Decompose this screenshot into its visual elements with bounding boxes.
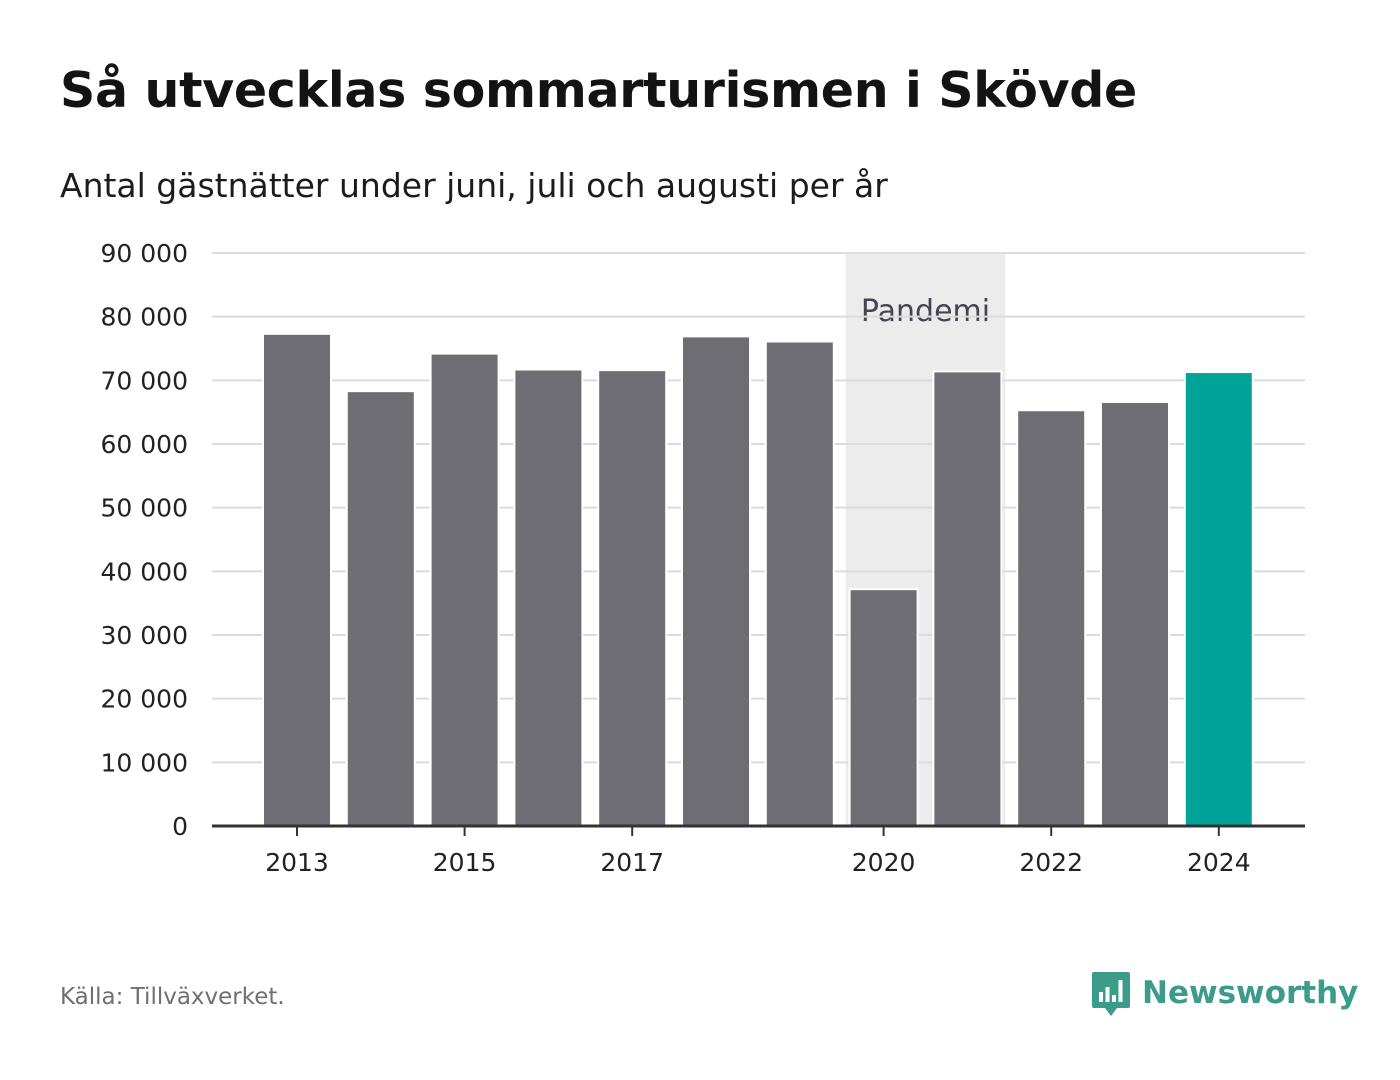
bar-chart: Pandemi 0 10 000 20 000 30 000 40 000 50 000 6… (101, 239, 1305, 877)
bar-2024 (1183, 371, 1254, 827)
x-tick-label: 2013 (265, 848, 329, 877)
x-tick-label: 2022 (1019, 848, 1083, 877)
bar-2016 (513, 368, 584, 827)
pandemic-label: Pandemi (861, 294, 990, 329)
y-tick-label: 80 000 (101, 303, 188, 332)
x-tick-label: 2015 (433, 848, 497, 877)
y-tick-label: 70 000 (101, 366, 188, 395)
bar-2014 (345, 390, 416, 827)
bar-2019 (764, 340, 835, 827)
chart-title: Så utvecklas sommarturismen i Skövde (60, 62, 1137, 119)
chart-subtitle: Antal gästnätter under juni, juli och au… (60, 166, 888, 205)
bar-2023 (1100, 400, 1170, 827)
bar-2017 (597, 369, 668, 827)
x-tick-label: 2020 (852, 848, 916, 877)
bar-2013 (262, 332, 332, 827)
bars (262, 332, 1254, 827)
bar-2021 (932, 370, 1003, 827)
y-tick-label: 60 000 (101, 430, 188, 459)
axes (212, 824, 1305, 836)
y-tick-label: 40 000 (101, 557, 188, 586)
y-tick-label: 20 000 (101, 685, 188, 714)
y-tick-label: 30 000 (101, 621, 188, 650)
x-tick-label: 2017 (600, 848, 664, 877)
source-note: Källa: Tillväxverket. (60, 984, 285, 1010)
brand-logo[interactable]: Newsworthy (1090, 968, 1358, 1018)
bar-2020 (848, 588, 919, 827)
bar-2015 (429, 352, 500, 827)
y-tick-label: 50 000 (101, 494, 188, 523)
y-tick-label: 10 000 (101, 748, 188, 777)
y-tick-label: 0 (172, 812, 188, 841)
brand-name: Newsworthy (1142, 975, 1359, 1011)
x-tick-label: 2024 (1187, 848, 1251, 877)
bar-2018 (681, 335, 751, 827)
newsworthy-logo-icon (1092, 972, 1130, 1016)
tick-labels: 0 10 000 20 000 30 000 40 000 50 000 60 000 70 … (101, 239, 1251, 877)
y-tick-label: 90 000 (101, 239, 188, 268)
bar-2022 (1016, 409, 1087, 827)
